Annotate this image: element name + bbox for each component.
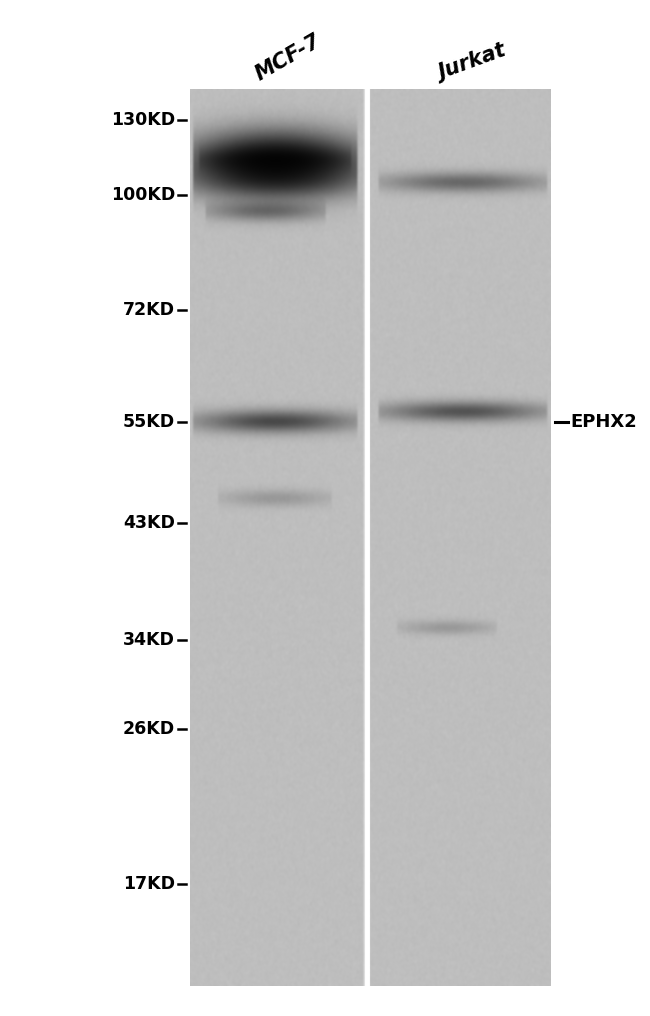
Text: MCF-7: MCF-7: [251, 30, 324, 84]
Text: 17KD: 17KD: [123, 875, 175, 893]
Text: EPHX2: EPHX2: [571, 412, 638, 431]
Text: 34KD: 34KD: [124, 631, 175, 649]
Text: Jurkat: Jurkat: [435, 42, 508, 84]
Text: 100KD: 100KD: [111, 186, 175, 204]
Text: 130KD: 130KD: [111, 111, 175, 129]
Text: 72KD: 72KD: [123, 301, 175, 319]
Text: 43KD: 43KD: [124, 514, 175, 532]
Text: 55KD: 55KD: [123, 412, 175, 431]
Text: 26KD: 26KD: [123, 720, 175, 739]
